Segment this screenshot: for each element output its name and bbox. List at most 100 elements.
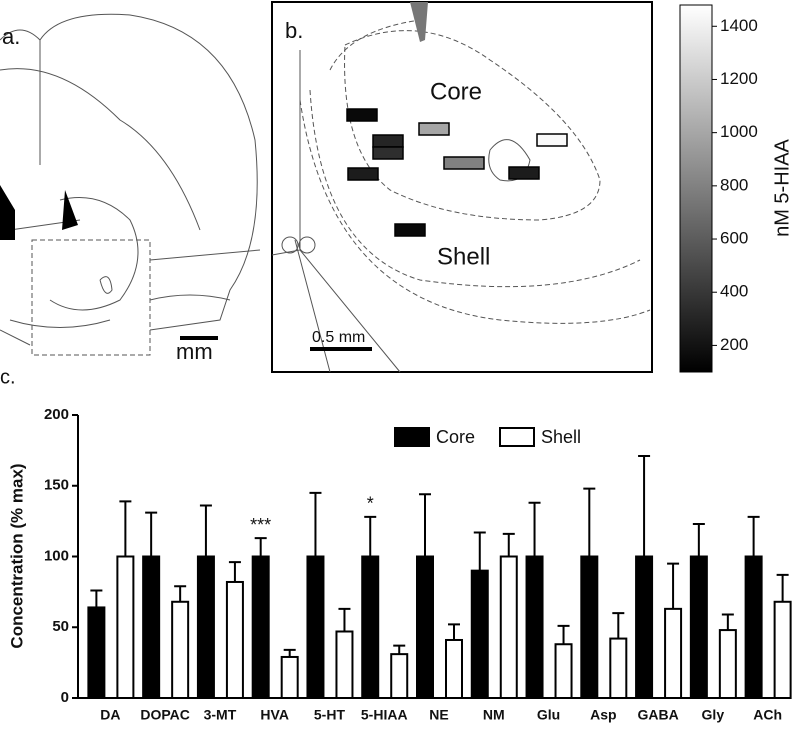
y-tick-label: 100 [44, 547, 69, 564]
colorbar-label: nM 5-HIAA [771, 138, 793, 236]
bar [609, 637, 628, 700]
scale-label: mm [176, 339, 213, 364]
panel-frame [271, 1, 653, 373]
colorbar-tick-label: 200 [720, 335, 748, 354]
bar [390, 653, 409, 700]
x-tick-label: 3-MT [204, 707, 237, 723]
colorbar-tick-label: 1200 [720, 69, 758, 88]
bar [689, 555, 708, 699]
bar [635, 555, 654, 699]
colorbar-tick-label: 600 [720, 229, 748, 248]
error-bar [283, 648, 296, 657]
sample-site [443, 156, 485, 170]
error-bar [638, 455, 651, 557]
bar [225, 580, 244, 699]
scale-label: 0.5 mm [312, 329, 365, 346]
y-tick-label: 0 [61, 689, 69, 706]
error-bar [473, 531, 486, 571]
error-bar [199, 504, 212, 557]
x-tick-label: DA [100, 707, 120, 723]
error-bar [528, 501, 541, 557]
region-label: Shell [437, 243, 490, 270]
panel-label: b. [285, 18, 303, 43]
x-tick-label: 5-HT [314, 707, 346, 723]
bar [773, 600, 792, 700]
error-bar [145, 511, 158, 557]
colorbar [679, 4, 713, 373]
error-bar [90, 589, 103, 608]
significance: *** [250, 515, 271, 535]
error-bar [667, 562, 680, 609]
bar [580, 555, 599, 699]
x-tick-label: NM [483, 707, 505, 723]
error-bar [747, 515, 760, 557]
bar [142, 555, 161, 699]
bar [718, 629, 737, 700]
error-bar [502, 532, 515, 557]
panel-label: c. [0, 366, 16, 388]
error-bar [254, 537, 267, 557]
bar [116, 555, 135, 699]
error-bar [393, 644, 406, 655]
error-bar [119, 500, 132, 557]
bar [525, 555, 544, 699]
colorbar-tick-label: 1000 [720, 122, 758, 141]
bar [306, 555, 325, 699]
bar [664, 607, 683, 699]
legend-label: Shell [541, 427, 581, 447]
inset-box [31, 239, 151, 356]
bar [196, 555, 215, 699]
sample-site [347, 167, 379, 181]
x-tick-label: 5-HIAA [361, 707, 408, 723]
error-bar [228, 561, 241, 582]
bar [416, 555, 434, 699]
panel-b: 0.5 mm Core Shell b. [271, 1, 653, 373]
sample-site [372, 134, 404, 148]
error-bar [776, 573, 789, 602]
panel-a: mm a. [0, 13, 261, 364]
error-bar [557, 624, 570, 645]
error-bar [721, 613, 734, 631]
legend-label: Core [436, 427, 475, 447]
x-tick-label: ACh [753, 707, 782, 723]
error-bar [338, 607, 351, 632]
sample-site [418, 122, 450, 136]
error-bar [419, 493, 431, 557]
bar [499, 555, 518, 699]
error-bar [364, 515, 377, 557]
x-tick-label: GABA [637, 707, 678, 723]
panel-label: a. [2, 24, 20, 49]
bar [445, 638, 463, 699]
error-bar [692, 522, 705, 557]
x-tick-label: HVA [260, 707, 289, 723]
bar [251, 555, 270, 699]
error-bar [583, 487, 596, 557]
legend-swatch [394, 427, 430, 447]
bar [470, 569, 489, 700]
bar [87, 606, 106, 699]
bar [554, 643, 573, 699]
x-tick-label: Asp [590, 707, 616, 723]
colorbar-tick-label: 800 [720, 175, 748, 194]
x-tick-label: DOPAC [140, 707, 190, 723]
y-tick-label: 50 [52, 618, 69, 635]
colorbar-tick-label: 1400 [720, 16, 758, 35]
bar [361, 555, 380, 699]
x-tick-label: Gly [702, 707, 725, 723]
bar [744, 555, 763, 699]
x-tick-label: NE [429, 707, 448, 723]
error-bar [612, 612, 625, 639]
colorbar-tick-label: 400 [720, 282, 748, 301]
y-axis-label: Concentration (% max) [7, 463, 26, 648]
x-tick-label: Glu [537, 707, 560, 723]
bar [171, 600, 190, 700]
sample-site [346, 108, 378, 122]
region-label: Core [430, 78, 482, 105]
sample-site [394, 223, 426, 237]
error-bar [174, 585, 187, 602]
sample-site [508, 166, 540, 180]
bar [335, 630, 354, 699]
sample-site [372, 146, 404, 160]
significance: * [367, 494, 374, 514]
